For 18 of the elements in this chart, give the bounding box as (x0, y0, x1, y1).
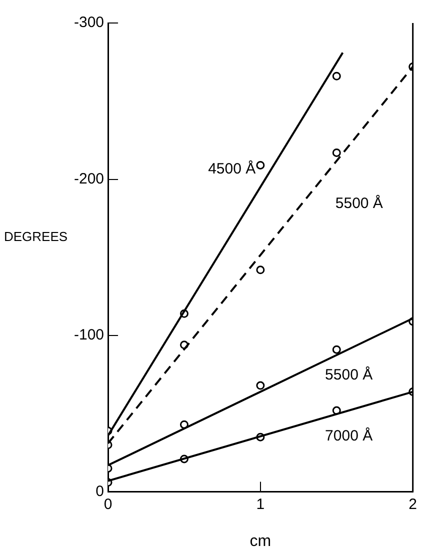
y-tick-label: 0 (96, 482, 104, 500)
series-label: 4500 Å (208, 159, 256, 178)
y-tick-label: -200 (74, 170, 104, 188)
x-tick-label: 1 (256, 496, 265, 513)
point (332, 345, 341, 354)
point (256, 381, 265, 390)
y-axis-title: DEGREES (4, 228, 68, 244)
point (256, 160, 265, 170)
point (332, 72, 341, 80)
series-label: 7000 Å (325, 426, 373, 445)
x-tick-label: 2 (408, 496, 417, 513)
y-tick-label: -300 (74, 14, 104, 32)
y-tick-label: -100 (74, 326, 104, 344)
x-axis-title: cm (250, 532, 272, 550)
point (256, 266, 265, 274)
series-label: 5500 Å (335, 194, 383, 212)
series-label: 5500 Å (325, 365, 373, 384)
point (332, 148, 341, 157)
